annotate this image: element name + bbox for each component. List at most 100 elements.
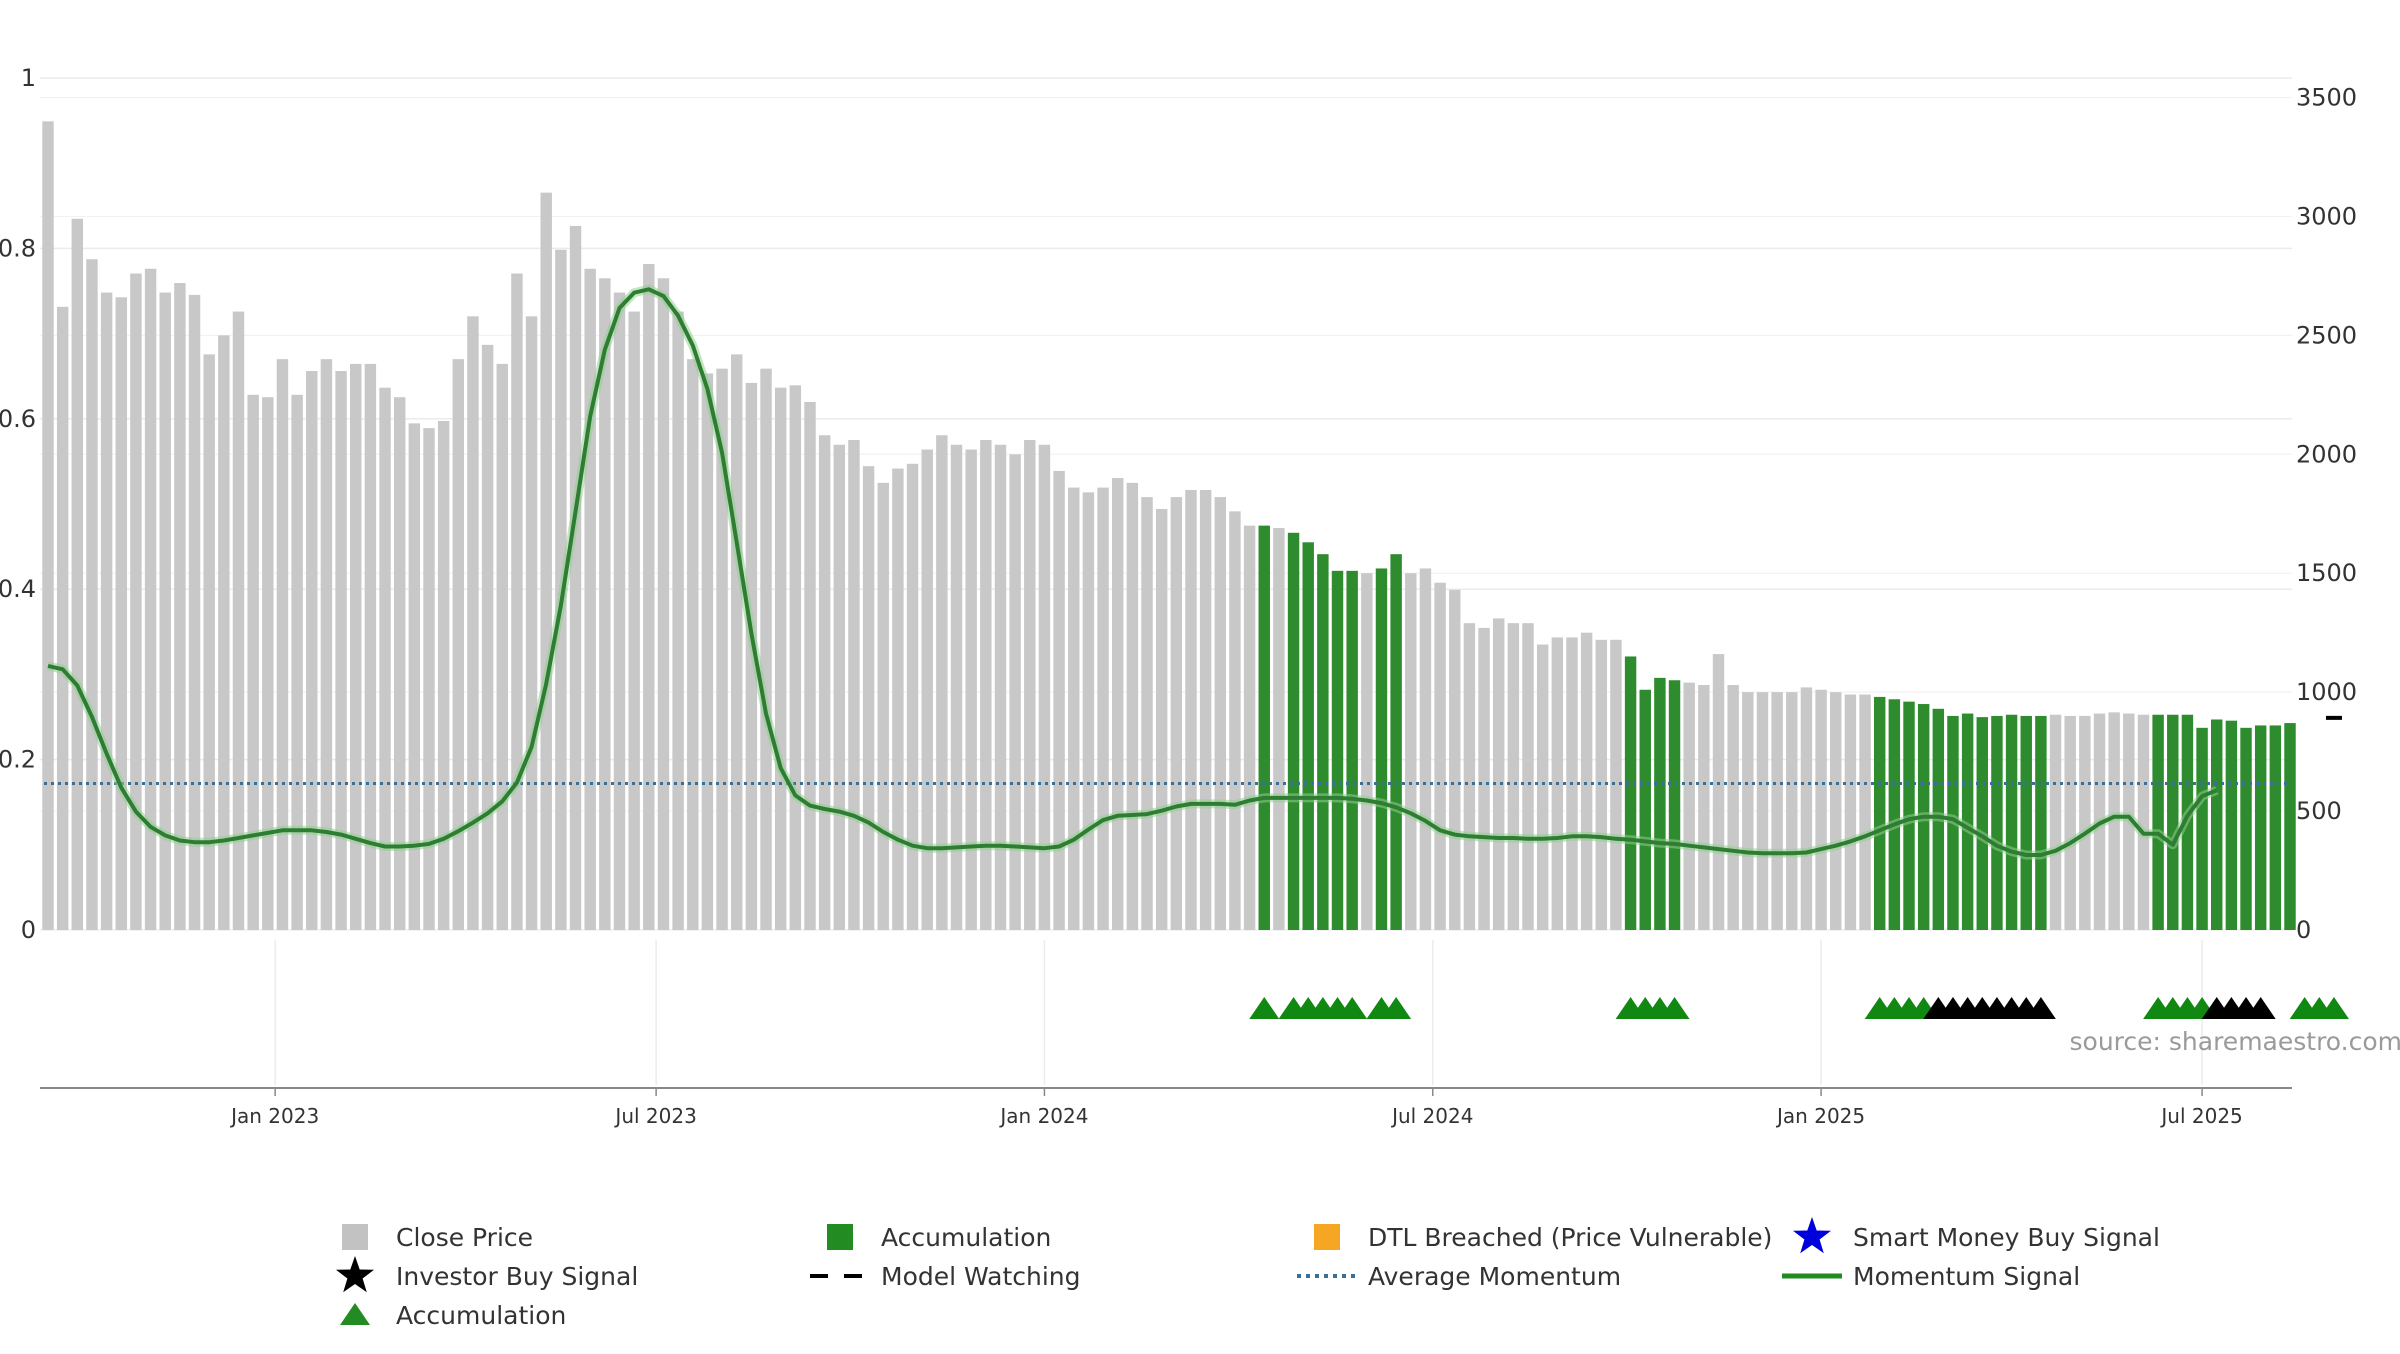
legend-item: Investor Buy Signal bbox=[336, 1256, 638, 1292]
close-price-bar bbox=[306, 371, 317, 930]
close-price-bar bbox=[1771, 692, 1782, 930]
close-price-bar bbox=[1478, 628, 1489, 930]
close-price-bar bbox=[321, 359, 332, 930]
accumulation-bar bbox=[1332, 571, 1343, 930]
close-price-bar bbox=[1405, 573, 1416, 930]
close-price-bar bbox=[614, 293, 625, 930]
right-tick-label: 1500 bbox=[2296, 559, 2357, 587]
accumulation-bar bbox=[1977, 717, 1988, 930]
close-price-bar bbox=[892, 469, 903, 930]
accumulation-bar bbox=[1889, 699, 1900, 930]
accumulation-bar bbox=[2255, 725, 2266, 930]
close-price-bar bbox=[101, 293, 112, 930]
close-price-bar bbox=[1420, 568, 1431, 930]
accumulation-bar bbox=[2211, 719, 2222, 930]
close-price-bar bbox=[189, 295, 200, 930]
close-price-bar bbox=[907, 464, 918, 930]
close-price-bar bbox=[1845, 695, 1856, 930]
accumulation-bar bbox=[2006, 715, 2017, 930]
close-price-bar bbox=[1522, 623, 1533, 930]
left-tick-label: 0.4 bbox=[0, 575, 36, 603]
close-price-bar bbox=[1508, 623, 1519, 930]
close-price-bar bbox=[1581, 633, 1592, 930]
close-price-bar bbox=[482, 345, 493, 930]
close-price-bar bbox=[995, 445, 1006, 930]
close-price-bar bbox=[174, 283, 185, 930]
legend-item: Momentum Signal bbox=[1782, 1262, 2080, 1291]
close-price-bar bbox=[643, 264, 654, 930]
x-tick-label: Jan 2023 bbox=[229, 1104, 319, 1128]
close-price-bar bbox=[1801, 687, 1812, 930]
close-price-bar bbox=[1185, 490, 1196, 930]
close-price-bar bbox=[262, 397, 273, 930]
legend-item: DTL Breached (Price Vulnerable) bbox=[1314, 1223, 1772, 1252]
legend-label: Accumulation bbox=[881, 1223, 1051, 1252]
x-tick-label: Jul 2025 bbox=[2159, 1104, 2242, 1128]
close-price-bar bbox=[2064, 716, 2075, 930]
close-price-bar bbox=[1830, 692, 1841, 930]
close-price-bar bbox=[541, 193, 552, 930]
close-price-bar bbox=[570, 226, 581, 930]
legend-swatch bbox=[342, 1224, 368, 1250]
left-tick-label: 0.8 bbox=[0, 234, 36, 262]
legend-label: Investor Buy Signal bbox=[396, 1262, 638, 1291]
close-price-bar bbox=[1127, 483, 1138, 930]
left-tick-label: 0 bbox=[21, 916, 36, 944]
right-tick-label: 3500 bbox=[2296, 84, 2357, 112]
close-price-bar bbox=[57, 307, 68, 930]
accumulation-bar bbox=[1376, 568, 1387, 930]
close-price-bar bbox=[1786, 692, 1797, 930]
legend-item: Smart Money Buy Signal bbox=[1793, 1217, 2160, 1253]
close-price-bar bbox=[1683, 683, 1694, 930]
left-tick-label: 0.6 bbox=[0, 405, 36, 433]
close-price-bar bbox=[1024, 440, 1035, 930]
close-price-bar bbox=[1493, 618, 1504, 930]
close-price-bar bbox=[1053, 471, 1064, 930]
close-price-bar bbox=[819, 435, 830, 930]
close-price-bar bbox=[1698, 685, 1709, 930]
close-price-bar bbox=[1713, 654, 1724, 930]
legend-star-icon bbox=[1793, 1217, 1831, 1253]
close-price-bar bbox=[1156, 509, 1167, 930]
close-price-bar bbox=[1464, 623, 1475, 930]
close-price-bar bbox=[922, 450, 933, 930]
close-price-bar bbox=[965, 450, 976, 930]
close-price-bar bbox=[1815, 690, 1826, 930]
legend-star-icon bbox=[336, 1256, 374, 1292]
accumulation-bar bbox=[2240, 728, 2251, 930]
close-price-bar bbox=[878, 483, 889, 930]
close-price-bar bbox=[526, 316, 537, 930]
close-price-bar bbox=[1859, 695, 1870, 930]
right-tick-label: 500 bbox=[2296, 797, 2342, 825]
close-price-bar bbox=[467, 316, 478, 930]
legend-item: Model Watching bbox=[810, 1262, 1081, 1291]
close-price-bar bbox=[438, 421, 449, 930]
close-price-bar bbox=[409, 423, 420, 930]
right-tick-label: 0 bbox=[2296, 916, 2311, 944]
close-price-bar bbox=[1039, 445, 1050, 930]
close-price-bar bbox=[2050, 715, 2061, 930]
close-price-bar bbox=[335, 371, 346, 930]
legend-label: Momentum Signal bbox=[1853, 1262, 2080, 1291]
close-price-bar bbox=[277, 359, 288, 930]
legend-label: Accumulation bbox=[396, 1301, 566, 1330]
close-price-bar bbox=[130, 274, 141, 930]
x-tick-label: Jul 2024 bbox=[1390, 1104, 1473, 1128]
close-price-bar bbox=[658, 278, 669, 930]
close-price-bar bbox=[72, 219, 83, 930]
accumulation-bar bbox=[1654, 678, 1665, 930]
accumulation-bar bbox=[1874, 697, 1885, 930]
close-price-bar bbox=[848, 440, 859, 930]
legend-label: DTL Breached (Price Vulnerable) bbox=[1368, 1223, 1772, 1252]
close-price-bar bbox=[1449, 590, 1460, 930]
right-tick-label: 2500 bbox=[2296, 321, 2357, 349]
accumulation-bar bbox=[2270, 725, 2281, 930]
close-price-bar bbox=[1244, 526, 1255, 930]
accumulation-bar bbox=[1669, 680, 1680, 930]
close-price-bar bbox=[775, 388, 786, 930]
accumulation-bar bbox=[1640, 690, 1651, 930]
legend-label: Smart Money Buy Signal bbox=[1853, 1223, 2160, 1252]
close-price-bar bbox=[760, 369, 771, 930]
